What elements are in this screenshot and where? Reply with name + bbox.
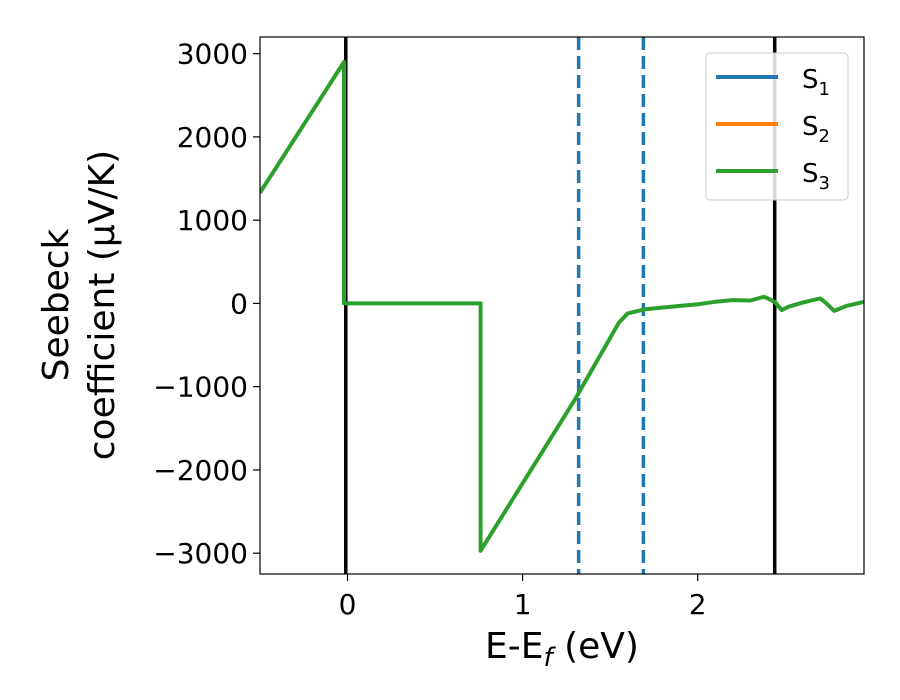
x-axis-ticks: 0 1 2: [339, 574, 707, 621]
y-tick-label: −1000: [153, 371, 248, 404]
y-axis-ticks: −3000 −2000 −1000 0 1000 2000 3000: [153, 38, 260, 570]
y-axis-title-line1: Seebeck: [36, 228, 77, 381]
series-lines: [260, 60, 864, 553]
legend-label-s3: S3: [802, 159, 830, 194]
series-line-s3: [260, 60, 864, 553]
x-tick-label: 2: [689, 588, 707, 621]
x-tick-label: 1: [514, 588, 532, 621]
x-axis-title: E-Ef (eV): [485, 626, 639, 673]
legend-label-s1: S1: [802, 65, 830, 100]
y-tick-label: −2000: [153, 454, 248, 487]
y-tick-label: 2000: [177, 121, 248, 154]
y-tick-label: 0: [230, 287, 248, 320]
legend-label-s2: S2: [802, 112, 830, 147]
plot-frame: [259, 36, 865, 575]
y-axis-title: Seebeck coefficient (μV/K): [36, 150, 123, 460]
legend-box: [705, 52, 849, 201]
y-tick-label: 1000: [177, 204, 248, 237]
x-tick-label: 0: [339, 588, 357, 621]
y-tick-label: −3000: [153, 537, 248, 570]
y-axis-title-line2: coefficient (μV/K): [82, 150, 123, 460]
legend: S1 S2 S3: [705, 52, 849, 201]
y-tick-label: 3000: [177, 38, 248, 71]
